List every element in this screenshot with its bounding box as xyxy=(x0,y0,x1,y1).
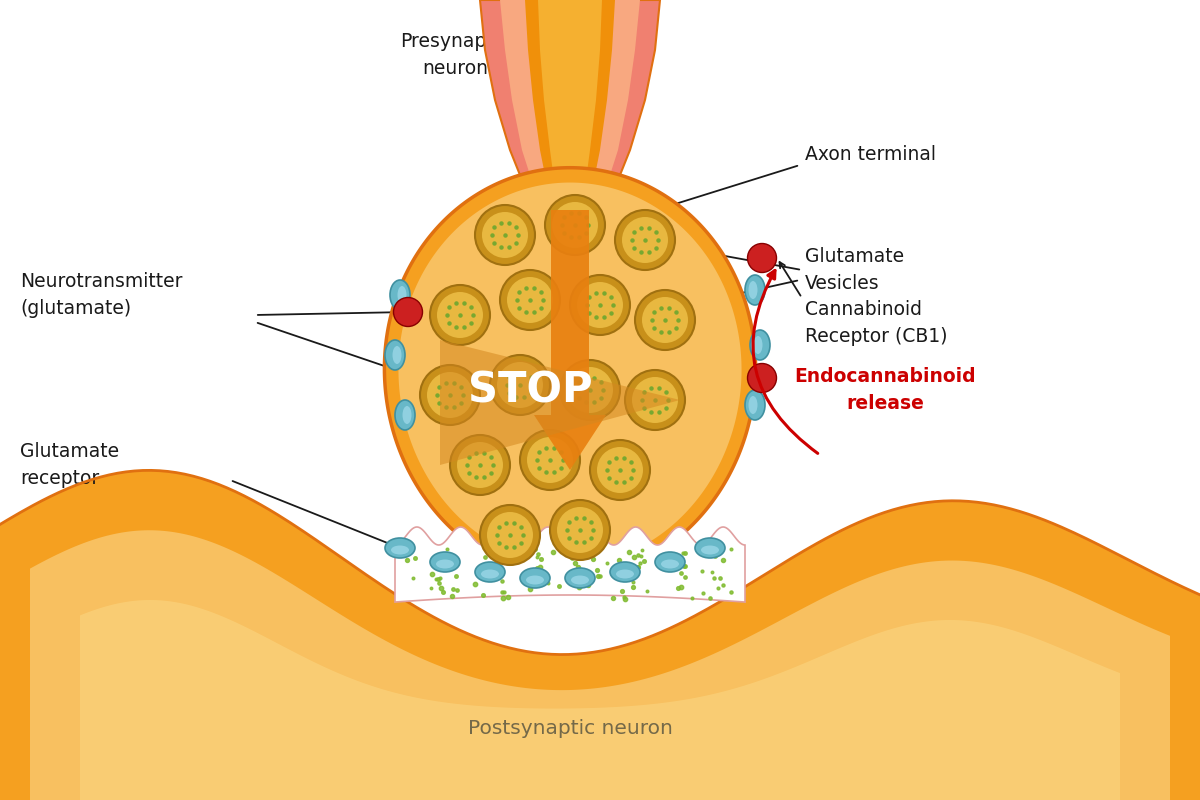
Circle shape xyxy=(557,507,604,553)
Ellipse shape xyxy=(475,562,505,582)
Circle shape xyxy=(632,377,678,423)
Circle shape xyxy=(748,363,776,393)
Ellipse shape xyxy=(749,396,757,414)
Circle shape xyxy=(437,292,482,338)
Text: Endocannabinoid
release: Endocannabinoid release xyxy=(794,367,976,413)
Text: Glutamate
receptor: Glutamate receptor xyxy=(20,442,119,488)
Ellipse shape xyxy=(395,400,415,430)
Polygon shape xyxy=(440,340,680,465)
Ellipse shape xyxy=(430,552,460,572)
Text: Presynaptic
neuron: Presynaptic neuron xyxy=(401,32,510,78)
Ellipse shape xyxy=(565,568,595,588)
Polygon shape xyxy=(526,0,616,225)
Circle shape xyxy=(550,500,610,560)
Circle shape xyxy=(450,435,510,495)
Circle shape xyxy=(490,355,550,415)
Polygon shape xyxy=(395,527,745,602)
Ellipse shape xyxy=(391,546,409,554)
Circle shape xyxy=(520,430,580,490)
Ellipse shape xyxy=(745,275,766,305)
Ellipse shape xyxy=(481,570,499,578)
Polygon shape xyxy=(500,0,640,228)
Ellipse shape xyxy=(701,546,719,554)
Circle shape xyxy=(427,372,473,418)
Ellipse shape xyxy=(695,538,725,558)
Ellipse shape xyxy=(610,562,640,582)
Ellipse shape xyxy=(392,346,402,364)
Ellipse shape xyxy=(754,336,762,354)
Ellipse shape xyxy=(750,330,770,360)
Polygon shape xyxy=(0,470,1200,800)
Circle shape xyxy=(545,195,605,255)
Text: Axon terminal: Axon terminal xyxy=(805,146,936,165)
Circle shape xyxy=(560,360,620,420)
Circle shape xyxy=(577,282,623,328)
Circle shape xyxy=(487,512,533,558)
Circle shape xyxy=(552,202,598,248)
Text: Cannabinoid
Receptor (CB1): Cannabinoid Receptor (CB1) xyxy=(805,300,948,346)
Circle shape xyxy=(598,447,643,493)
Ellipse shape xyxy=(436,559,454,569)
Circle shape xyxy=(482,212,528,258)
Ellipse shape xyxy=(571,575,589,585)
Ellipse shape xyxy=(385,340,406,370)
Circle shape xyxy=(430,285,490,345)
Circle shape xyxy=(500,270,560,330)
Circle shape xyxy=(475,205,535,265)
Polygon shape xyxy=(480,0,660,230)
Text: STOP: STOP xyxy=(468,369,593,411)
Circle shape xyxy=(508,277,553,323)
Polygon shape xyxy=(534,210,606,470)
Ellipse shape xyxy=(749,281,757,299)
Ellipse shape xyxy=(397,286,407,304)
Ellipse shape xyxy=(661,559,679,569)
Text: Glutamate
Vesicles: Glutamate Vesicles xyxy=(805,247,904,293)
Ellipse shape xyxy=(616,570,634,578)
Circle shape xyxy=(420,365,480,425)
Circle shape xyxy=(457,442,503,488)
Text: Neurotransmitter
(glutamate): Neurotransmitter (glutamate) xyxy=(20,272,182,318)
Ellipse shape xyxy=(526,575,544,585)
Ellipse shape xyxy=(520,568,550,588)
FancyArrowPatch shape xyxy=(754,270,817,454)
Polygon shape xyxy=(30,530,1170,800)
Polygon shape xyxy=(80,600,1120,800)
Circle shape xyxy=(570,275,630,335)
Ellipse shape xyxy=(402,406,412,424)
Circle shape xyxy=(590,440,650,500)
Circle shape xyxy=(616,210,674,270)
Ellipse shape xyxy=(385,538,415,558)
Polygon shape xyxy=(384,168,756,578)
Circle shape xyxy=(625,370,685,430)
Circle shape xyxy=(748,243,776,273)
Polygon shape xyxy=(398,182,742,565)
Circle shape xyxy=(480,505,540,565)
Circle shape xyxy=(497,362,542,408)
Polygon shape xyxy=(538,0,602,222)
Circle shape xyxy=(568,367,613,413)
Ellipse shape xyxy=(390,280,410,310)
Circle shape xyxy=(622,217,668,263)
Circle shape xyxy=(527,437,574,483)
Ellipse shape xyxy=(655,552,685,572)
Circle shape xyxy=(642,297,688,343)
Text: Postsynaptic neuron: Postsynaptic neuron xyxy=(468,718,672,738)
Circle shape xyxy=(394,298,422,326)
Ellipse shape xyxy=(745,390,766,420)
Circle shape xyxy=(635,290,695,350)
